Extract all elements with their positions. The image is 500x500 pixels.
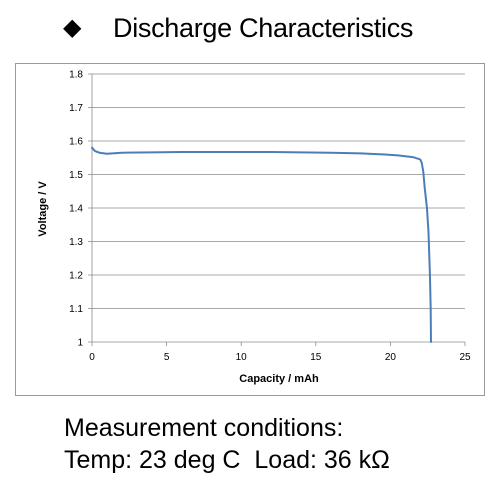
diamond-bullet-icon: ◆ [63,14,82,41]
x-tick-label: 15 [310,352,322,363]
x-tick-label: 10 [236,352,248,363]
x-tick-label: 25 [459,352,471,363]
y-tick-label: 1.4 [69,204,83,215]
discharge-curve [91,146,432,343]
y-tick-label: 1.8 [69,70,83,81]
measurement-conditions: Measurement conditions: Temp: 23 deg C L… [64,412,390,476]
y-axis-title: Voltage / V [37,181,49,237]
y-tick-label: 1.6 [69,137,83,148]
conditions-line-1: Measurement conditions: [64,414,344,442]
y-tick-label: 1.7 [69,103,83,114]
x-tick-label: 0 [89,352,95,363]
x-tick-label: 5 [164,352,170,363]
y-tick-label: 1 [77,338,83,349]
y-tick-label: 1.1 [69,304,83,315]
heading: ◆ Discharge Characteristics [63,10,413,46]
x-tick-label: 20 [385,352,397,363]
y-tick-label: 1.2 [69,271,83,282]
conditions-line-2: Temp: 23 deg C Load: 36 kΩ [64,446,390,474]
chart-frame: 1 1.1 1.2 1.3 1.4 1.5 1.6 1.7 1.8 0 5 10 15 20 25 Cap… [15,63,485,396]
heading-title: Discharge Characteristics [113,12,414,43]
y-tick-label: 1.3 [69,237,83,248]
x-axis-title: Capacity / mAh [239,373,319,385]
y-tick-label: 1.5 [69,170,83,181]
discharge-chart: 1 1.1 1.2 1.3 1.4 1.5 1.6 1.7 1.8 0 5 10 15 20 25 Cap… [37,70,471,386]
